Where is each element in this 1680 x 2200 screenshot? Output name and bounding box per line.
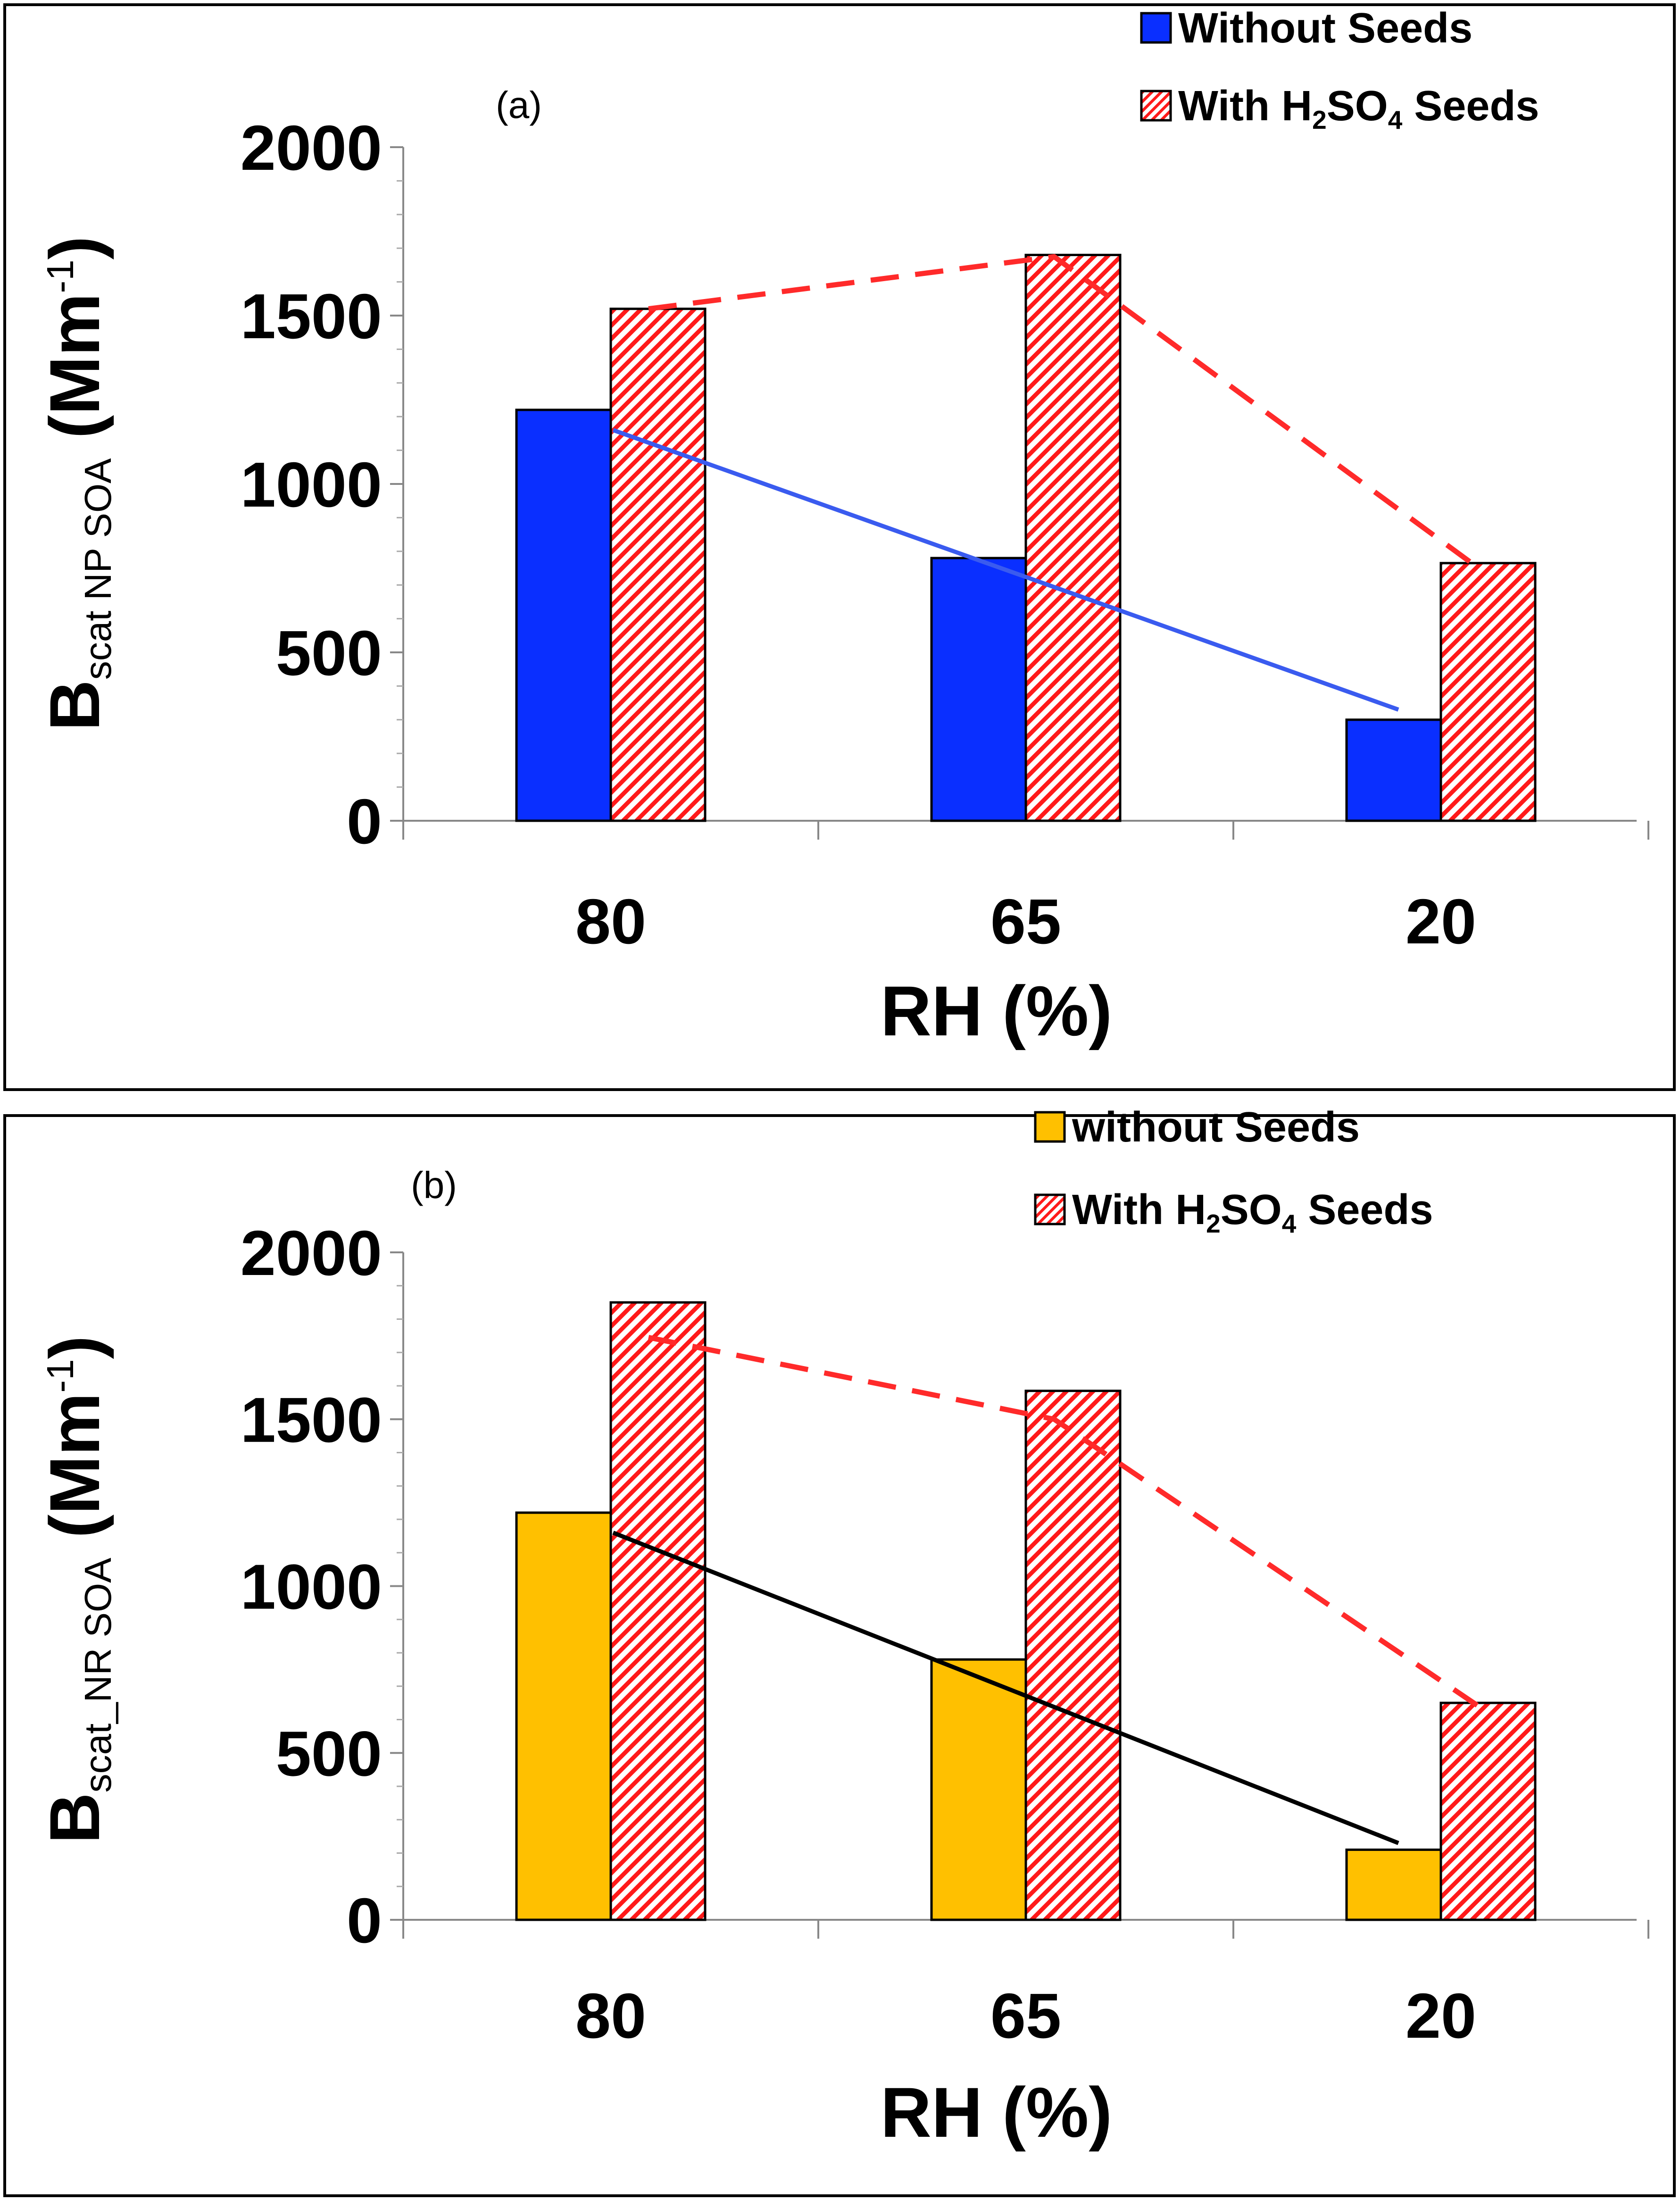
legend-swatch: [1034, 1193, 1066, 1225]
legend-item: Without Seeds: [1140, 5, 1472, 52]
legend-swatch: [1140, 90, 1172, 122]
legend-text: SO: [1221, 1186, 1282, 1233]
bar-without-seeds-80: [515, 1511, 612, 1921]
legend-text: Seeds: [1402, 83, 1539, 130]
chart-panel-a: 0 500 1000 1500 2000 80 65 20 Bscat NP SOA (Mm-1…: [3, 3, 1676, 1091]
y-label-unit-superscript: -1: [39, 259, 81, 293]
bar-with-h2so4-seeds-65: [1024, 253, 1122, 822]
x-tick-label: 65: [990, 1980, 1061, 2051]
x-tick-label: 20: [1406, 1980, 1476, 2051]
legend-text: without Seeds: [1072, 1104, 1360, 1151]
legend-item: With H2SO4 Seeds: [1034, 1186, 1433, 1238]
legend-label: without Seeds: [1072, 1104, 1360, 1151]
y-label-unit-close: ): [35, 1335, 114, 1359]
legend-label: With H2SO4 Seeds: [1178, 83, 1539, 134]
y-label-unit: (Mm: [35, 293, 114, 458]
bar-with-h2so4-seeds-80: [609, 1301, 707, 1921]
x-axis-label: RH (%): [881, 971, 1113, 1050]
y-tick-label: 2000: [241, 1217, 382, 1289]
y-tick-label: 0: [347, 1885, 382, 1956]
y-label-unit-superscript: -1: [39, 1359, 81, 1392]
y-label-main: B: [35, 1792, 114, 1843]
trend-line-with-h2so4-seeds: [648, 254, 1480, 570]
legend-text: With H: [1072, 1186, 1206, 1233]
legend-text: SO: [1327, 83, 1388, 130]
chart-panel-b: 0 500 1000 1500 2000 80 65 20 Bscat_NR SOA (Mm-1…: [3, 1104, 1676, 2197]
legend: without Seeds With H2SO4 Seeds: [1034, 1104, 1433, 1238]
bar-without-seeds-65: [930, 557, 1027, 822]
y-tick-label: 1000: [241, 449, 382, 520]
legend-label: With H2SO4 Seeds: [1072, 1186, 1433, 1238]
legend-subscript: 4: [1282, 1209, 1297, 1238]
y-label-main: B: [35, 680, 114, 731]
legend: Without Seeds With H2SO4 Seeds: [1140, 5, 1539, 134]
legend-label: Without Seeds: [1178, 5, 1472, 52]
x-tick-label: 65: [990, 886, 1061, 957]
bar-with-h2so4-seeds-80: [609, 308, 707, 822]
legend-swatch: [1034, 1111, 1066, 1143]
y-label-unit-close: ): [35, 236, 114, 259]
panel-frame: [3, 3, 1676, 1091]
bar-with-h2so4-seeds-65: [1024, 1390, 1122, 1921]
legend-text: Seeds: [1296, 1186, 1433, 1233]
legend-subscript: 4: [1388, 105, 1403, 134]
y-tick-label: 2000: [241, 112, 382, 183]
x-tick-label: 80: [575, 1980, 646, 2051]
y-tick-label: 500: [276, 617, 382, 689]
panel-label: (b): [411, 1164, 457, 1206]
y-tick-label: 0: [347, 786, 382, 857]
y-tick-label: 1500: [241, 1384, 382, 1456]
legend-subscript: 2: [1312, 105, 1327, 134]
bar-without-seeds-80: [515, 408, 612, 822]
panel-label: (a): [496, 84, 542, 126]
legend-subscript: 2: [1206, 1209, 1221, 1238]
bar-with-h2so4-seeds-20: [1439, 1701, 1537, 1921]
bar-without-seeds-20: [1345, 718, 1442, 822]
bar-without-seeds-20: [1345, 1848, 1442, 1921]
trend-line-without-seeds: [612, 428, 1399, 712]
trend-line-without-seeds: [612, 1531, 1399, 1845]
x-axis-label: RH (%): [881, 2073, 1113, 2152]
y-axis-label: Bscat NP SOA (Mm-1): [35, 236, 119, 731]
bar-without-seeds-65: [930, 1658, 1027, 1921]
y-label-unit: (Mm: [35, 1392, 114, 1558]
legend-text: With H: [1178, 83, 1312, 130]
x-tick-label: 80: [575, 886, 646, 957]
x-tick-label: 20: [1406, 886, 1476, 957]
y-tick-label: 1500: [241, 281, 382, 352]
y-tick-label: 1000: [241, 1551, 382, 1623]
legend-text: Without Seeds: [1178, 5, 1472, 52]
panel-frame: [3, 1114, 1676, 2197]
y-tick-label: 500: [276, 1718, 382, 1789]
y-label-subscript: scat NP SOA: [77, 458, 119, 680]
y-axis-label: Bscat_NR SOA (Mm-1): [35, 1335, 119, 1843]
trend-line-with-h2so4-seeds: [648, 1335, 1480, 1708]
legend-item: With H2SO4 Seeds: [1140, 83, 1539, 134]
legend-item: without Seeds: [1034, 1104, 1360, 1151]
y-label-subscript: scat_NR SOA: [77, 1558, 119, 1793]
legend-swatch: [1140, 12, 1172, 44]
bar-with-h2so4-seeds-20: [1439, 562, 1537, 822]
